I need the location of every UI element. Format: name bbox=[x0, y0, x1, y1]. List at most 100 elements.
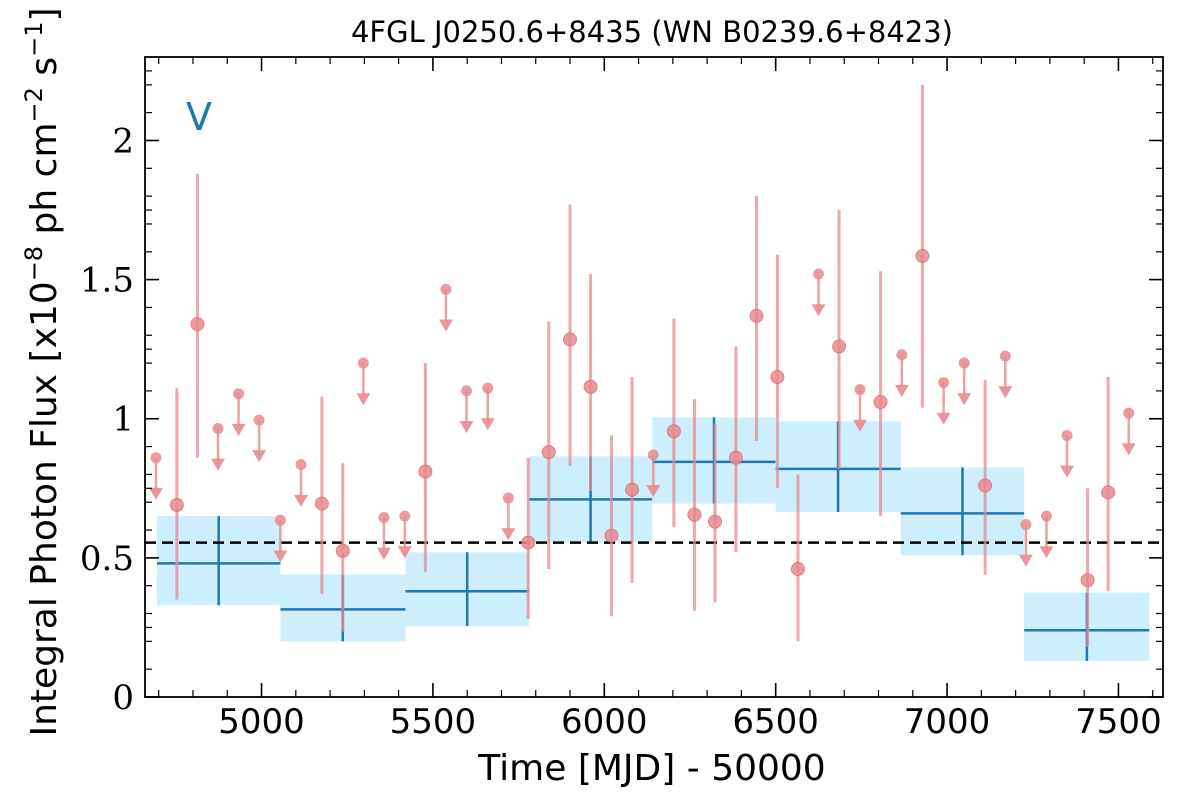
upper-limit-arrowhead bbox=[894, 384, 909, 397]
upper-limit-point bbox=[482, 382, 494, 394]
upper-limit-point bbox=[502, 492, 514, 504]
upper-limit-arrowhead bbox=[1121, 443, 1136, 456]
upper-limit-point bbox=[378, 512, 390, 524]
upper-limit-arrowhead bbox=[376, 547, 391, 560]
x-tick-label: 7500 bbox=[1075, 702, 1162, 742]
y-tick-label: 2 bbox=[112, 121, 134, 161]
upper-limit-point bbox=[1061, 429, 1073, 441]
detection-point bbox=[521, 535, 536, 550]
upper-limit-arrowhead bbox=[811, 304, 826, 317]
upper-limit-point bbox=[233, 388, 245, 400]
y-tick-label: 1.5 bbox=[80, 261, 134, 301]
x-tick-label: 6000 bbox=[561, 702, 648, 742]
upper-limit-point bbox=[274, 514, 286, 526]
x-tick-label: 5500 bbox=[390, 702, 477, 742]
detection-point bbox=[978, 478, 993, 493]
upper-limit-point bbox=[399, 510, 411, 522]
detection-point bbox=[625, 482, 640, 497]
detection-point bbox=[563, 332, 578, 347]
upper-limit-point bbox=[1020, 518, 1032, 530]
upper-limit-point bbox=[440, 283, 452, 295]
upper-limit-point bbox=[647, 449, 659, 461]
y-tick-labels: 0 0.5 1 1.5 2 bbox=[80, 121, 134, 718]
detection-point bbox=[190, 317, 205, 332]
upper-limit-arrowhead bbox=[480, 418, 495, 431]
upper-limit-arrowhead bbox=[1039, 546, 1054, 559]
x-tick-labels: 5000 5500 6000 6500 7000 7500 bbox=[218, 702, 1161, 742]
upper-limit-arrowhead bbox=[438, 319, 453, 332]
upper-limit-arrowhead bbox=[293, 494, 308, 507]
detection-point bbox=[604, 528, 619, 543]
y-axis-label-exp3: −1 bbox=[20, 22, 48, 57]
upper-limit-arrowhead bbox=[356, 393, 371, 406]
upper-limit-arrowhead bbox=[1018, 554, 1033, 567]
upper-limit-point bbox=[253, 414, 265, 426]
detection-point bbox=[541, 445, 556, 460]
y-tick-label: 1 bbox=[112, 400, 134, 440]
upper-limit-point bbox=[813, 268, 825, 280]
y-axis-label-exp2: −2 bbox=[20, 87, 48, 122]
y-axis-label-mid: ph cm bbox=[24, 122, 65, 245]
upper-limit-point bbox=[357, 357, 369, 369]
y-axis-label: Integral Photon Flux [x10−8 ph cm−2 s−1] bbox=[20, 7, 65, 736]
upper-limit-arrowhead bbox=[1060, 465, 1075, 478]
upper-limit-arrowhead bbox=[273, 550, 288, 563]
detection-point bbox=[583, 379, 598, 394]
upper-limit-point bbox=[1123, 407, 1135, 419]
y-tick-label: 0.5 bbox=[80, 539, 134, 579]
upper-limit-arrowhead bbox=[252, 450, 267, 463]
upper-limit-arrowhead bbox=[957, 393, 972, 406]
detection-point bbox=[915, 248, 930, 263]
y-axis-label-mid2: s bbox=[24, 57, 65, 87]
detection-point bbox=[708, 514, 723, 529]
detection-point bbox=[770, 370, 785, 384]
upper-limits-layer bbox=[148, 268, 1136, 567]
upper-limit-point bbox=[999, 350, 1011, 362]
plot-area bbox=[145, 84, 1163, 661]
y-axis-label-exp1: −8 bbox=[20, 246, 48, 281]
detection-point bbox=[790, 562, 805, 576]
upper-limit-arrowhead bbox=[211, 458, 226, 471]
upper-limit-arrowhead bbox=[852, 419, 867, 432]
x-tick-label: 5000 bbox=[218, 702, 305, 742]
upper-limit-arrowhead bbox=[936, 412, 951, 425]
detection-point bbox=[749, 308, 764, 323]
detection-point bbox=[666, 424, 681, 439]
detection-point bbox=[169, 498, 184, 512]
x-tick-label: 6500 bbox=[732, 702, 819, 742]
detection-point bbox=[832, 339, 847, 354]
chart-title: 4FGL J0250.6+8435 (WN B0239.6+8423) bbox=[351, 15, 953, 49]
detection-point bbox=[873, 395, 888, 410]
upper-limit-arrowhead bbox=[231, 423, 246, 436]
upper-limit-arrowhead bbox=[998, 386, 1013, 399]
upper-limit-point bbox=[938, 377, 950, 389]
upper-limit-point bbox=[958, 357, 970, 369]
upper-limit-point bbox=[896, 349, 908, 361]
upper-limit-point bbox=[1040, 510, 1052, 522]
upper-limit-arrowhead bbox=[397, 546, 412, 559]
upper-limit-arrowhead bbox=[148, 487, 163, 500]
upper-limit-arrowhead bbox=[646, 485, 661, 498]
axis-ticks bbox=[145, 57, 1163, 698]
y-axis-label-suffix: ] bbox=[24, 7, 65, 21]
plot-frame bbox=[144, 56, 1164, 698]
detection-point bbox=[687, 507, 702, 522]
y-axis-label-prefix: Integral Photon Flux [x10 bbox=[24, 281, 65, 736]
detection-point bbox=[728, 450, 743, 465]
y-tick-label: 0 bbox=[112, 678, 134, 718]
detection-point bbox=[1101, 485, 1116, 500]
upper-limit-arrowhead bbox=[501, 528, 516, 541]
upper-limit-point bbox=[461, 385, 473, 397]
upper-limit-point bbox=[150, 452, 162, 464]
detection-point bbox=[1080, 573, 1095, 588]
detection-point bbox=[335, 543, 350, 558]
upper-limit-point bbox=[212, 422, 224, 434]
corner-label: V bbox=[186, 95, 212, 139]
detection-point bbox=[418, 464, 433, 479]
points-layer bbox=[169, 84, 1116, 647]
upper-limit-point bbox=[295, 459, 307, 471]
detection-point bbox=[314, 496, 329, 511]
x-tick-label: 7000 bbox=[904, 702, 991, 742]
upper-limit-point bbox=[854, 384, 866, 396]
